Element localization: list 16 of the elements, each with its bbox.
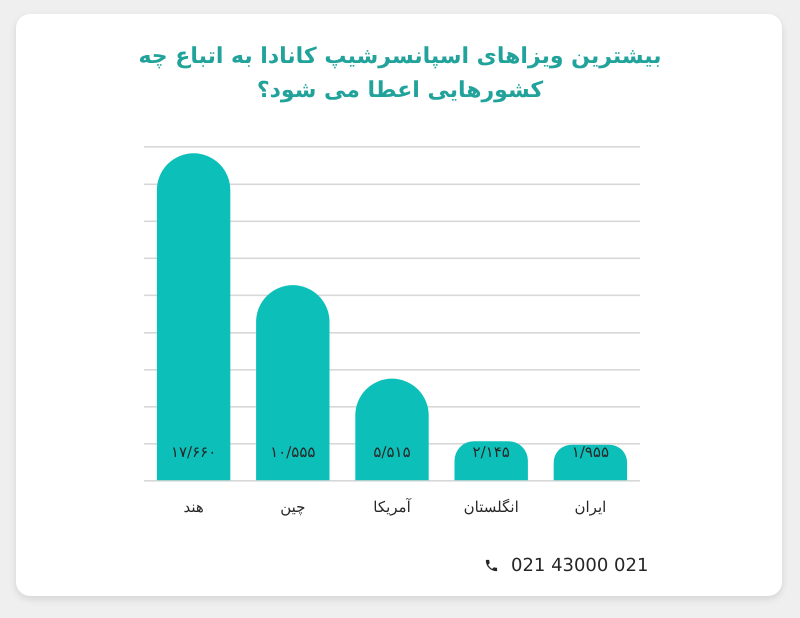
data-label: ۱۷/۶۶۰ [170, 443, 216, 462]
x-tick-label: چین [280, 498, 306, 516]
data-label: ۱/۹۵۵ [572, 443, 610, 462]
data-label: ۵/۵۱۵ [373, 443, 411, 462]
x-tick-label: انگلستان [464, 498, 519, 516]
bar [156, 153, 230, 480]
x-tick-label: آمریکا [373, 496, 412, 516]
x-tick-label: ایران [574, 498, 606, 516]
bar [454, 441, 528, 480]
bar [554, 444, 628, 480]
data-label: ۱۰/۵۵۵ [270, 443, 316, 462]
x-tick-label: هند [183, 498, 204, 516]
text: 021 43000 021 [511, 554, 648, 576]
bar [256, 285, 330, 480]
chart-title: بیشترین ویزاهای اسپانسرشیپ کانادا به اتباع چه کشورهایی اعطا می شود؟ [137, 43, 663, 105]
data-label: ۲/۱۴۵ [472, 443, 510, 462]
